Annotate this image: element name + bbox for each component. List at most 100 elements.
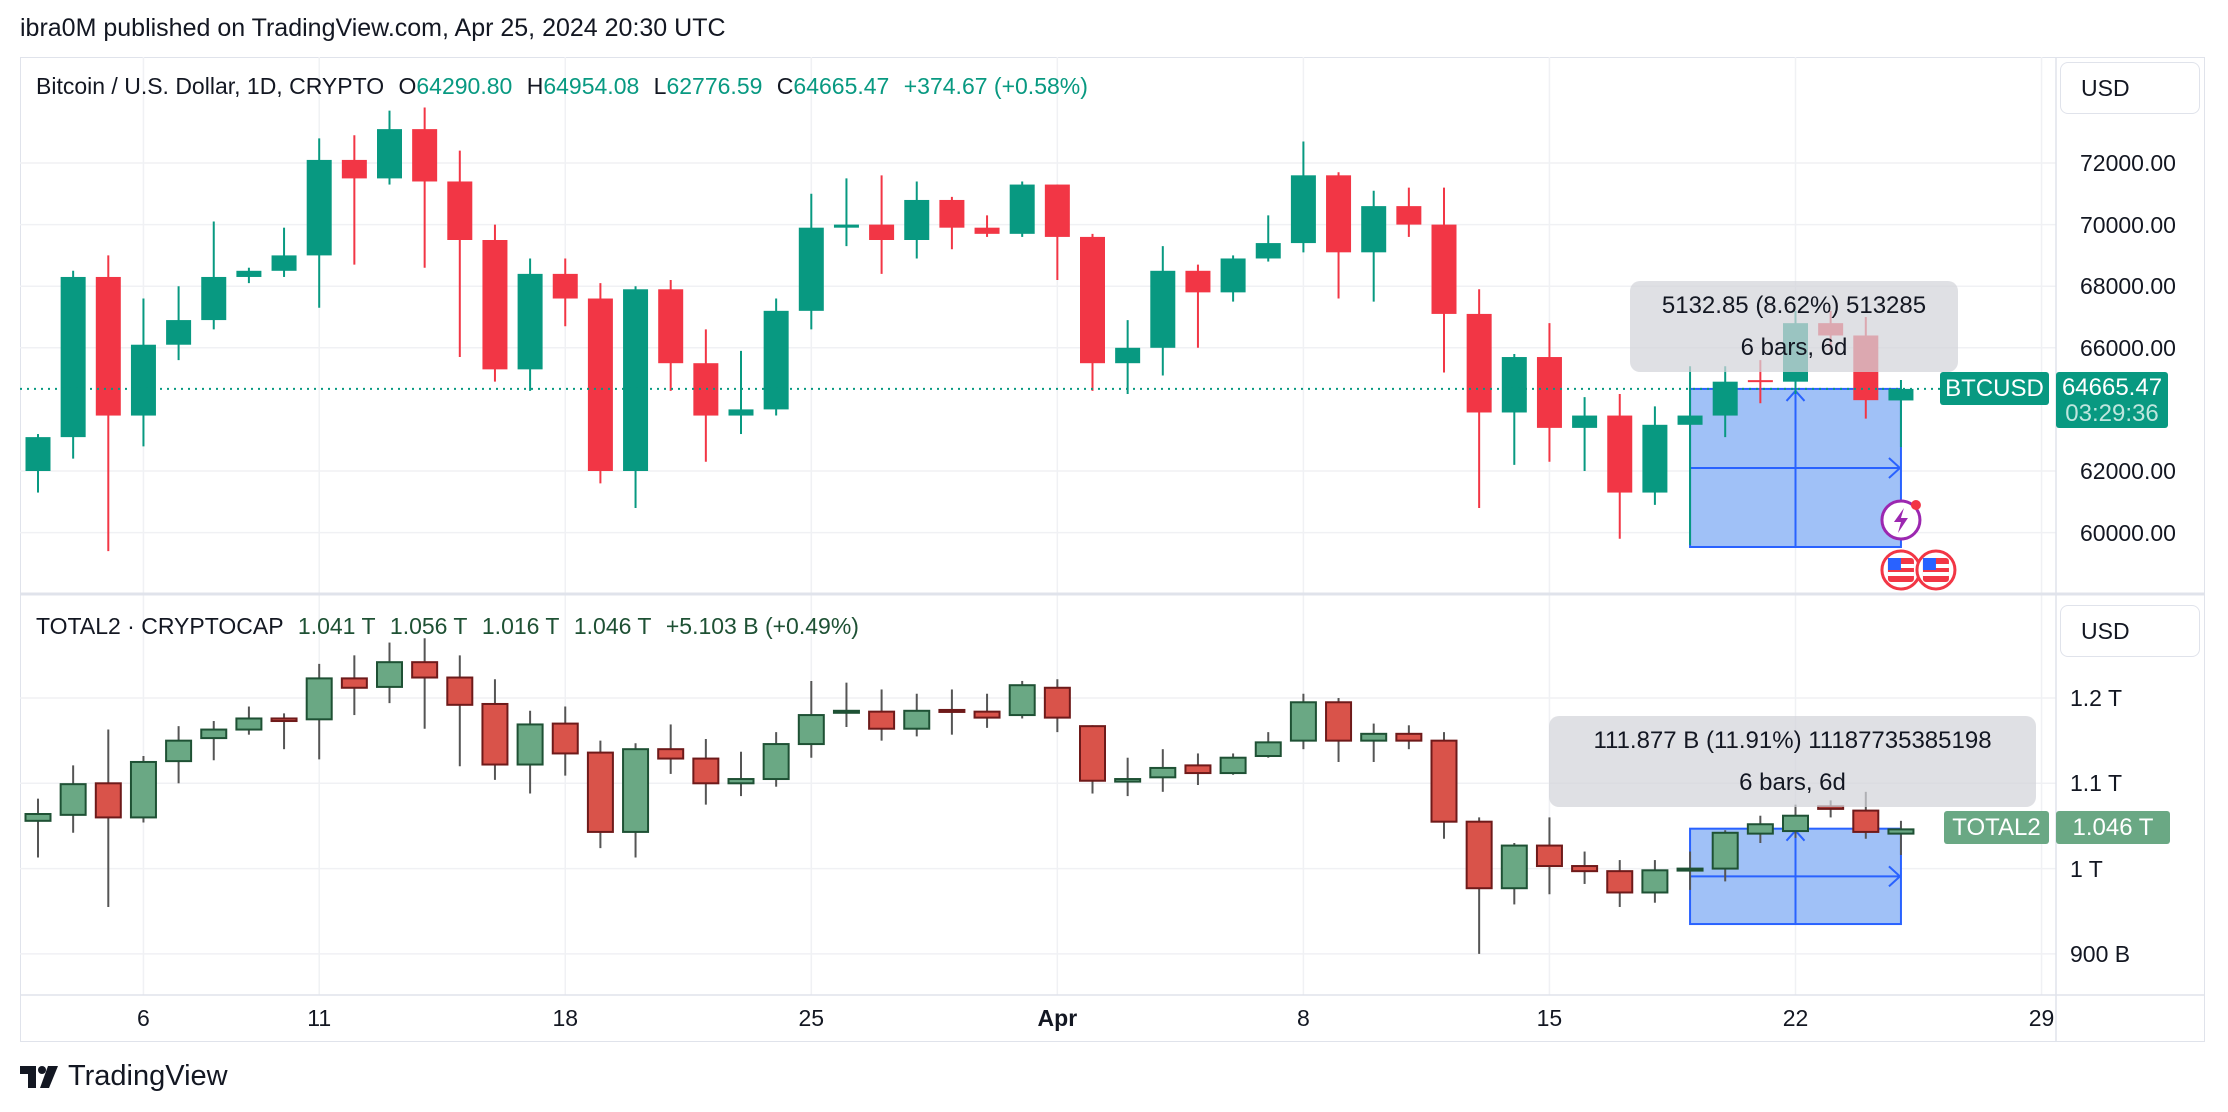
total2-candle[interactable]	[235, 706, 263, 735]
btc-candle[interactable]	[1607, 394, 1633, 539]
total2-candle[interactable]	[586, 740, 614, 849]
total2-candle[interactable]	[1114, 757, 1142, 797]
btc-candle[interactable]	[1431, 187, 1457, 373]
btc-candle[interactable]	[728, 350, 754, 435]
total2-candle[interactable]	[1746, 815, 1774, 844]
total2-candle[interactable]	[1149, 749, 1177, 792]
btc-candle[interactable]	[341, 135, 367, 265]
total2-candle[interactable]	[1606, 860, 1634, 907]
btc-candle[interactable]	[974, 215, 1000, 237]
total2-candle[interactable]	[692, 738, 720, 805]
total2-candle[interactable]	[1043, 679, 1071, 733]
btc-candle[interactable]	[1220, 255, 1246, 302]
btc-candle[interactable]	[1150, 246, 1176, 376]
total2-candle[interactable]	[973, 693, 1001, 728]
total2-candle[interactable]	[1676, 851, 1704, 890]
total2-candle[interactable]	[727, 751, 755, 797]
btc-candle[interactable]	[1080, 233, 1105, 391]
btc-candle[interactable]	[1501, 353, 1527, 465]
btc-candle[interactable]	[798, 193, 824, 330]
btc-candle[interactable]	[130, 298, 156, 447]
total2-candle[interactable]	[903, 693, 931, 737]
total2-candle[interactable]	[305, 663, 333, 760]
btc-candle[interactable]	[1572, 397, 1598, 471]
total2-candle[interactable]	[1395, 725, 1423, 750]
total2-candle[interactable]	[762, 732, 790, 787]
btc-candle[interactable]	[1009, 181, 1035, 237]
btc-candle[interactable]	[833, 178, 859, 247]
total2-candle[interactable]	[1465, 817, 1493, 954]
total2-candle[interactable]	[129, 756, 157, 823]
btc-candle[interactable]	[412, 107, 438, 268]
total2-candle[interactable]	[1008, 680, 1036, 719]
btc-candle[interactable]	[1115, 320, 1141, 394]
us-flag-icon[interactable]	[1915, 549, 1957, 591]
total2-candle[interactable]	[59, 765, 87, 833]
total2-candle[interactable]	[1535, 817, 1563, 895]
total2-candle[interactable]	[165, 726, 193, 784]
btc-candle[interactable]	[60, 270, 86, 459]
total2-candle[interactable]	[1219, 753, 1247, 775]
total2-candle[interactable]	[1711, 830, 1739, 882]
btc-candle[interactable]	[1185, 264, 1211, 348]
btc-candle[interactable]	[377, 110, 402, 185]
total2-candle[interactable]	[340, 655, 368, 716]
btc-candle[interactable]	[306, 138, 332, 308]
total2-candle[interactable]	[551, 706, 579, 776]
total2-symbol-title[interactable]: TOTAL2 · CRYPTOCAP	[36, 613, 284, 639]
total2-candle[interactable]	[868, 689, 896, 741]
total2-candle[interactable]	[270, 713, 298, 750]
btc-candle[interactable]	[1361, 190, 1387, 302]
total2-candle[interactable]	[200, 721, 228, 761]
total2-candle[interactable]	[1782, 804, 1809, 838]
total2-candle[interactable]	[411, 638, 439, 729]
total2-candle[interactable]	[1641, 860, 1669, 903]
total2-candle[interactable]	[94, 729, 122, 907]
total2-candle[interactable]	[446, 655, 474, 767]
btc-candle[interactable]	[658, 280, 684, 391]
total2-candle[interactable]	[1571, 851, 1599, 884]
total2-candle[interactable]	[657, 724, 685, 774]
total2-candle[interactable]	[1079, 725, 1106, 794]
lightning-icon[interactable]	[1880, 499, 1922, 541]
btc-candle[interactable]	[1044, 184, 1070, 281]
btc-candle[interactable]	[693, 329, 719, 462]
total2-candle[interactable]	[832, 682, 860, 728]
btc-candle[interactable]	[1888, 380, 1914, 448]
btc-candle[interactable]	[869, 175, 895, 274]
total2-candle[interactable]	[1430, 732, 1458, 839]
us-flag-icon[interactable]	[1880, 549, 1922, 591]
total2-candle[interactable]	[24, 798, 52, 858]
total2-candle[interactable]	[1289, 693, 1317, 750]
total2-candle[interactable]	[1254, 732, 1282, 758]
total2-candle[interactable]	[1500, 843, 1528, 905]
btc-candle[interactable]	[271, 227, 297, 277]
btc-candle[interactable]	[1326, 172, 1352, 299]
btc-candle[interactable]	[552, 258, 578, 327]
tradingview-logo[interactable]: TradingView	[20, 1060, 228, 1093]
btc-candle[interactable]	[623, 286, 649, 508]
total2-candle[interactable]	[938, 689, 966, 735]
btc-candle[interactable]	[236, 267, 262, 284]
total2-candle[interactable]	[1887, 820, 1915, 855]
btc-candle[interactable]	[904, 181, 930, 259]
btc-currency-button[interactable]: USD	[2060, 62, 2200, 114]
btc-candle[interactable]	[25, 434, 51, 493]
total2-currency-button[interactable]: USD	[2060, 605, 2200, 657]
btc-candle[interactable]	[587, 283, 613, 484]
btc-candle[interactable]	[482, 224, 508, 382]
btc-candle[interactable]	[95, 255, 121, 552]
btc-candle[interactable]	[1642, 406, 1668, 505]
btc-candle[interactable]	[201, 221, 227, 330]
btc-candle[interactable]	[447, 150, 473, 358]
total2-candle[interactable]	[516, 710, 544, 794]
btc-candle[interactable]	[1466, 289, 1492, 508]
total2-candle[interactable]	[481, 679, 509, 780]
total2-candle[interactable]	[622, 743, 650, 858]
btc-candle[interactable]	[166, 286, 192, 361]
btc-candle[interactable]	[1396, 187, 1422, 237]
total2-candle[interactable]	[1360, 723, 1388, 762]
btc-candle[interactable]	[939, 196, 965, 250]
btc-symbol-title[interactable]: Bitcoin / U.S. Dollar, 1D, CRYPTO	[36, 73, 385, 99]
